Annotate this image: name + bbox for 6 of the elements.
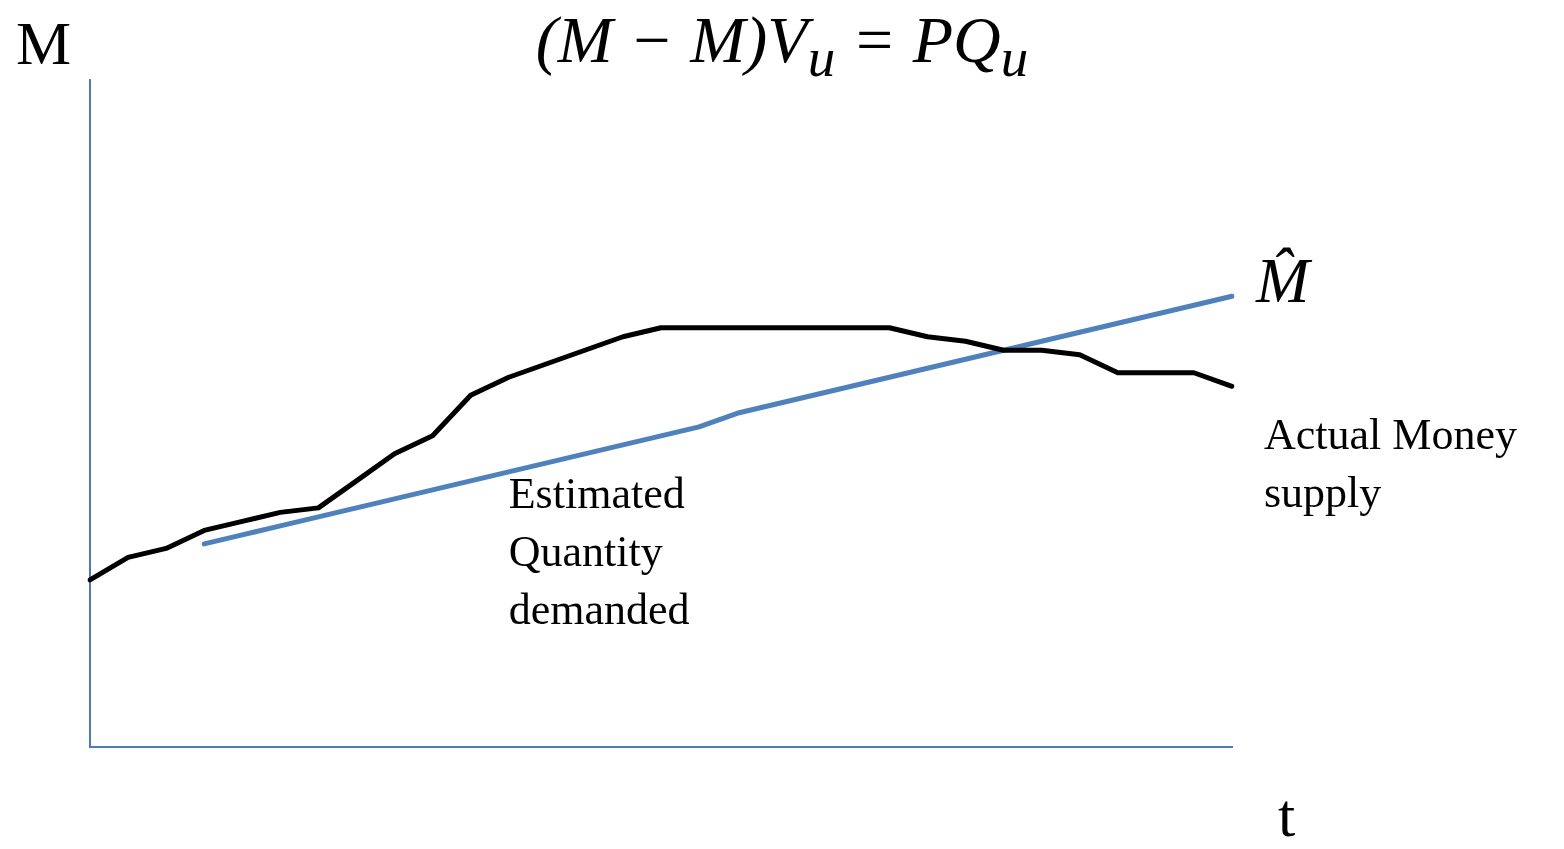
series-label: Estimated Quantity demanded [508,468,690,634]
x-axis-title: t [1278,780,1296,849]
series-label: Actual Money supply [1264,410,1517,518]
text: M̂ [1255,245,1313,317]
chart-title: (M − M)V$_{u}$ = PQ$_{u}$ [535,3,1029,89]
y-axis-title: M [16,8,72,79]
